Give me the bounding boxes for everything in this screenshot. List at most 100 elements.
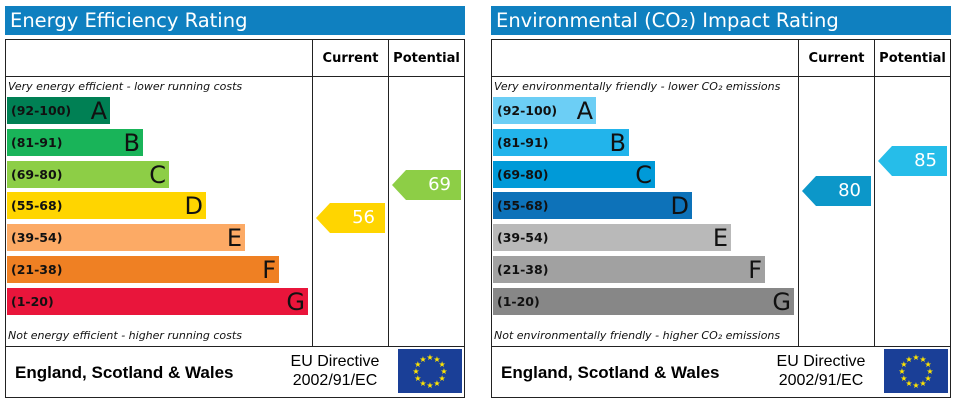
rating-band-a: (92-100) A (493, 97, 596, 125)
band-range: (21-38) (497, 262, 549, 277)
column-divider (798, 39, 799, 346)
rating-band-b: (81-91) B (7, 128, 143, 157)
directive-line-1: EU Directive (290, 353, 380, 370)
top-caption: Very energy efficient - lower running co… (8, 80, 243, 93)
potential-rating-arrow: 85 (878, 145, 947, 176)
top-caption: Very environmentally friendly - lower CO… (494, 80, 781, 93)
current-rating-value: 56 (352, 207, 375, 229)
svg-text:★: ★ (426, 353, 433, 362)
band-range: (1-20) (11, 293, 54, 309)
band-letter: G (772, 287, 791, 316)
svg-text:★: ★ (919, 379, 926, 388)
band-letter: E (712, 224, 728, 253)
svg-text:★: ★ (419, 355, 426, 364)
svg-text:★: ★ (900, 374, 907, 383)
band-range: (69-80) (11, 166, 63, 182)
band-range: (81-91) (11, 134, 63, 150)
panel-title: Energy Efficiency Rating (5, 6, 465, 35)
band-letter: C (635, 160, 652, 189)
rating-panel-energy: Energy Efficiency Rating Current Potential… (5, 6, 465, 398)
column-header-current: Current (808, 51, 865, 66)
band-letter: G (286, 287, 305, 316)
rating-band-c: (69-80) C (7, 160, 169, 189)
band-letter: F (262, 256, 276, 284)
band-letter: D (670, 192, 689, 221)
svg-text:★: ★ (919, 355, 926, 364)
column-header-potential: Potential (393, 51, 460, 66)
potential-rating-value: 69 (428, 173, 451, 195)
rating-band-g: (1-20) G (7, 287, 308, 316)
panel-title: Environmental (CO₂) Impact Rating (491, 6, 951, 35)
band-letter: B (123, 128, 140, 157)
rating-band-c: (69-80) C (493, 160, 655, 189)
potential-arrow-shape (392, 169, 461, 200)
current-rating-value: 80 (838, 179, 861, 201)
potential-rating-value: 85 (914, 149, 937, 171)
bottom-caption: Not environmentally friendly - higher CO… (494, 329, 781, 342)
current-arrow-shape (316, 203, 385, 234)
current-rating-arrow: 80 (802, 175, 871, 206)
bottom-caption: Not energy efficient - higher running co… (8, 329, 242, 342)
svg-text:★: ★ (419, 379, 426, 388)
panel-frame (5, 39, 465, 398)
band-letter: A (576, 97, 593, 125)
band-range: (92-100) (11, 103, 72, 118)
footer-divider (491, 346, 951, 347)
region-label: England, Scotland & Wales (501, 363, 720, 382)
directive-line-1: EU Directive (776, 353, 866, 370)
svg-text:★: ★ (912, 381, 919, 390)
rating-band-d: (55-68) D (7, 192, 206, 221)
rating-band-b: (81-91) B (493, 128, 629, 157)
eu-directive: EU Directive 2002/91/EC (761, 352, 881, 390)
rating-band-e: (39-54) E (7, 224, 245, 253)
band-range: (39-54) (497, 230, 549, 246)
column-header-current: Current (322, 51, 379, 66)
svg-text:★: ★ (414, 374, 421, 383)
eu-flag-icon: ★ ★ ★ ★ ★ ★ ★ ★ ★ ★ ★ ★ (884, 349, 948, 393)
band-range: (92-100) (497, 103, 558, 118)
band-range: (55-68) (11, 198, 63, 214)
svg-text:★: ★ (433, 355, 440, 364)
column-divider (312, 39, 313, 346)
band-range: (55-68) (497, 198, 549, 214)
band-range: (39-54) (11, 230, 63, 246)
band-letter: F (748, 256, 762, 284)
svg-text:★: ★ (905, 355, 912, 364)
band-range: (1-20) (497, 293, 540, 309)
directive-line-2: 2002/91/EC (778, 372, 864, 389)
svg-text:★: ★ (414, 360, 421, 369)
rating-panel-environmental: Environmental (CO₂) Impact Rating Current… (491, 6, 951, 398)
column-divider (388, 39, 389, 346)
header-divider (5, 76, 465, 77)
eu-directive: EU Directive 2002/91/EC (275, 352, 395, 390)
rating-band-e: (39-54) E (493, 224, 731, 253)
band-letter: E (226, 224, 242, 253)
rating-band-g: (1-20) G (493, 287, 794, 316)
svg-text:★: ★ (905, 379, 912, 388)
svg-text:★: ★ (925, 374, 932, 383)
column-header-potential: Potential (879, 51, 946, 66)
eu-flag-icon: ★ ★ ★ ★ ★ ★ ★ ★ ★ ★ ★ ★ (398, 349, 462, 393)
panel-frame (491, 39, 951, 398)
svg-text:★: ★ (925, 360, 932, 369)
potential-rating-arrow: 69 (392, 169, 461, 200)
current-arrow-shape (802, 175, 871, 206)
band-letter: D (184, 192, 203, 221)
footer-divider (5, 346, 465, 347)
rating-band-a: (92-100) A (7, 97, 110, 125)
svg-text:★: ★ (439, 374, 446, 383)
svg-text:★: ★ (912, 353, 919, 362)
rating-band-f: (21-38) F (493, 256, 765, 284)
region-label: England, Scotland & Wales (15, 363, 234, 382)
svg-text:★: ★ (412, 367, 419, 376)
band-range: (81-91) (497, 134, 549, 150)
band-letter: A (90, 97, 107, 125)
band-letter: C (149, 160, 166, 189)
band-letter: B (609, 128, 626, 157)
band-range: (21-38) (11, 262, 63, 277)
svg-text:★: ★ (439, 360, 446, 369)
header-divider (491, 76, 951, 77)
svg-text:★: ★ (926, 367, 933, 376)
band-range: (69-80) (497, 166, 549, 182)
directive-line-2: 2002/91/EC (292, 372, 378, 389)
